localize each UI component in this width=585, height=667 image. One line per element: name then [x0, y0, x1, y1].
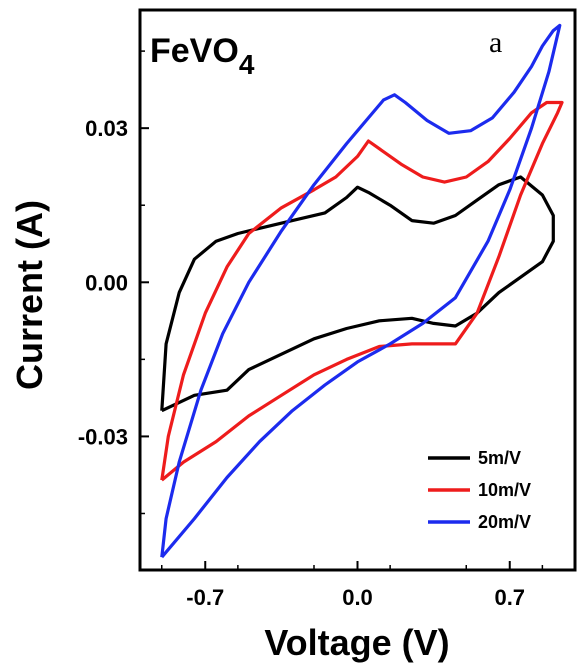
- x-tick-label: 0.0: [342, 585, 373, 610]
- series-layer: [160, 23, 564, 559]
- legend-label: 10m/V: [478, 480, 531, 500]
- material-label: FeVO4: [150, 32, 255, 80]
- x-axis-title: Voltage (V): [264, 622, 449, 663]
- x-tick-label: 0.7: [494, 585, 525, 610]
- y-tick-labels: -0.03 0.00 0.03: [78, 116, 128, 449]
- y-tick-label: -0.03: [78, 424, 128, 449]
- legend-label: 5m/V: [478, 448, 521, 468]
- series-line-10m/V: [160, 100, 564, 482]
- y-axis-title: Current (A): [9, 200, 50, 390]
- y-tick-label: 0.00: [85, 270, 128, 295]
- panel-label: a: [489, 26, 502, 59]
- series-line-20m/V: [160, 23, 562, 559]
- series-line-5m/V: [160, 175, 555, 413]
- y-tick-label: 0.03: [85, 116, 128, 141]
- legend: 5m/V 10m/V 20m/V: [428, 448, 531, 532]
- x-tick-label: -0.7: [186, 585, 224, 610]
- tick-marks: [140, 50, 544, 570]
- x-tick-labels: -0.7 0.0 0.7: [186, 585, 525, 610]
- legend-label: 20m/V: [478, 512, 531, 532]
